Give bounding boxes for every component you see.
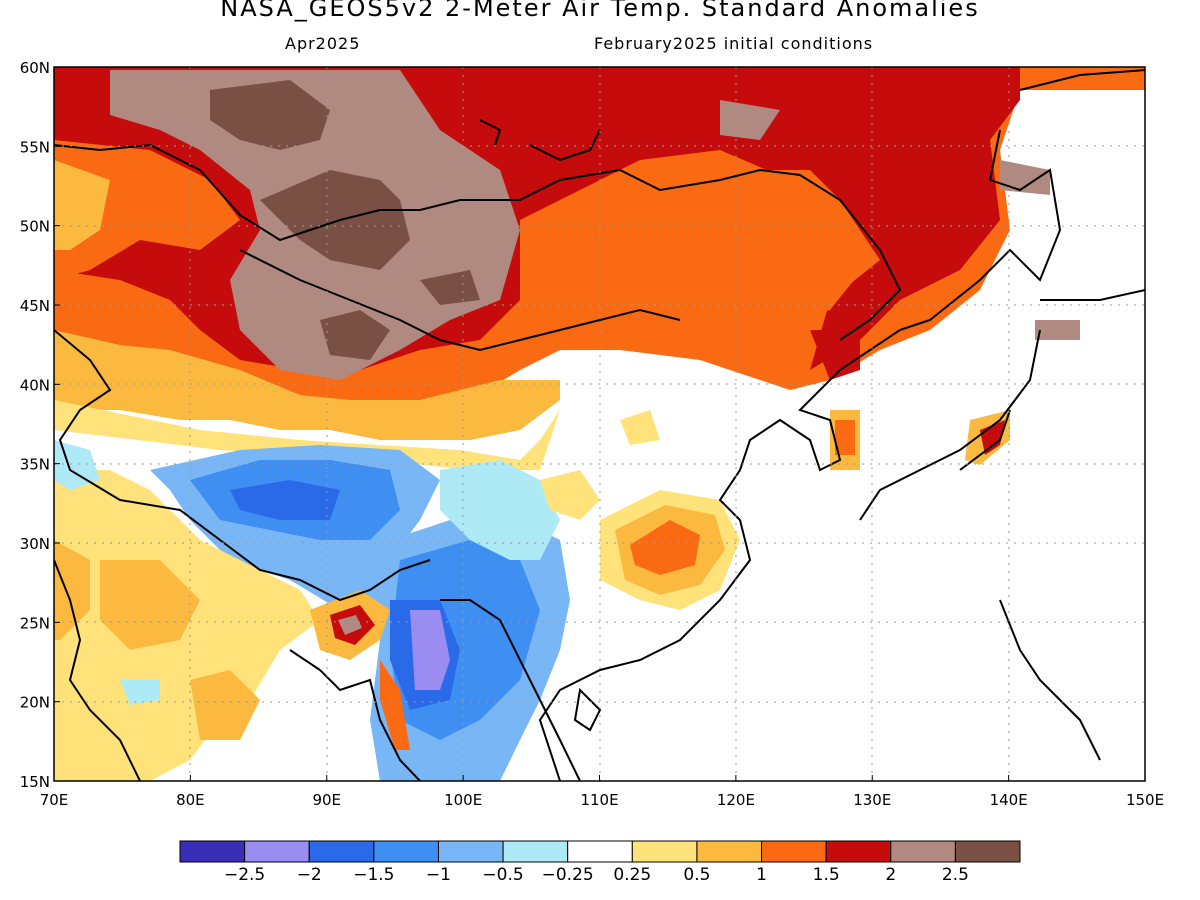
colorbar-label: 1 <box>756 865 767 885</box>
lat-tick-label: 35N <box>20 456 50 474</box>
lon-tick-label: 140E <box>990 791 1028 809</box>
lat-tick-label: 25N <box>20 614 50 632</box>
lon-tick-label: 110E <box>580 791 618 809</box>
colorbar-swatch <box>244 840 310 863</box>
longitude-axis: 70E 80E 90E 100E 110E 120E 130E 140E 150E <box>40 775 1164 809</box>
colorbar-label: 0.25 <box>613 865 651 885</box>
valid-month: Apr2025 <box>285 34 361 53</box>
lat-tick-label: 50N <box>20 218 50 236</box>
colorbar-swatch <box>954 840 1021 863</box>
colorbar-label: 2 <box>885 865 896 885</box>
colorbar-swatch <box>631 840 698 863</box>
colorbar-swatch <box>890 840 956 863</box>
colorbar-label: −1.5 <box>353 865 394 885</box>
lon-tick-label: 90E <box>312 791 341 809</box>
colorbar-swatch <box>761 840 827 863</box>
colorbar-swatch <box>373 840 439 863</box>
colorbar-label: 0.5 <box>683 865 710 885</box>
colorbar-swatch <box>502 840 569 863</box>
lon-tick-label: 120E <box>717 791 755 809</box>
lon-tick-label: 70E <box>40 791 69 809</box>
lat-tick-label: 40N <box>20 376 50 394</box>
colorbar-swatch <box>437 840 504 863</box>
grid-lines <box>54 67 1145 781</box>
lat-tick-label: 20N <box>20 694 50 712</box>
colorbar: −2.5 −2 −1.5 −1 −0.5 −0.25 0.25 0.5 1 1.5 2 2.5 <box>179 840 1021 885</box>
lat-tick-label: 55N <box>20 138 50 156</box>
colorbar-label: −1 <box>426 865 451 885</box>
initial-conditions: February2025 initial conditions <box>594 34 874 53</box>
lon-tick-label: 130E <box>853 791 891 809</box>
colorbar-label: 2.5 <box>942 865 969 885</box>
colorbar-swatch <box>308 840 375 863</box>
lat-tick-label: 45N <box>20 297 50 315</box>
colorbar-label: −2.5 <box>224 865 265 885</box>
colorbar-swatch <box>567 840 633 863</box>
colorbar-swatch <box>179 840 246 863</box>
lon-tick-label: 80E <box>176 791 205 809</box>
map-title: NASA_GEOS5v2 2-Meter Air Temp. Standard … <box>220 0 980 22</box>
colorbar-swatch <box>696 840 763 863</box>
lat-tick-label: 60N <box>20 59 50 77</box>
lon-tick-label: 150E <box>1126 791 1164 809</box>
lon-tick-label: 100E <box>444 791 482 809</box>
colorbar-label: −0.25 <box>542 865 594 885</box>
colorbar-label: −0.5 <box>482 865 523 885</box>
colorbar-label: 1.5 <box>813 865 840 885</box>
lat-tick-label: 15N <box>20 773 50 791</box>
lat-tick-label: 30N <box>20 535 50 553</box>
colorbar-label: −2 <box>297 865 322 885</box>
colorbar-swatch <box>825 840 892 863</box>
coastlines <box>54 69 1145 781</box>
latitude-axis: 15N 20N 25N 30N 35N 40N 45N 50N 55N 60N <box>20 59 60 791</box>
